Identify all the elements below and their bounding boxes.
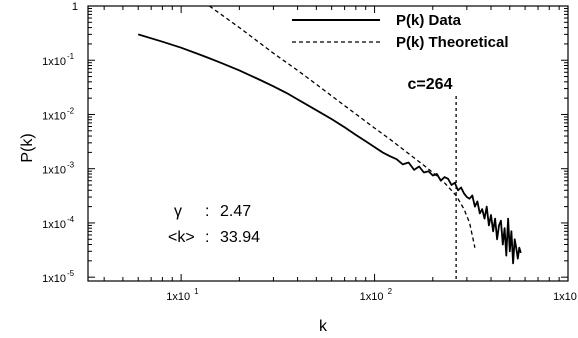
x-tick-exponent: 2 — [388, 287, 393, 296]
mean-degree-separator: : — [205, 229, 209, 246]
y-tick-label: 1x10 — [42, 56, 66, 68]
series-line-data — [137, 33, 522, 265]
cutoff-label: c=264 — [408, 76, 453, 93]
x-axis-title: k — [319, 318, 328, 335]
y-tick-label: 1x10 — [42, 273, 66, 285]
y-tick-label: 1x10 — [42, 110, 66, 122]
y-tick-exponent: -4 — [67, 215, 75, 224]
mean-degree-value: 33.94 — [220, 229, 260, 246]
mean-degree-label: <k> — [168, 229, 195, 246]
y-tick-label: 1x10 — [42, 219, 66, 231]
tick-marks — [88, 5, 569, 281]
gamma-label: γ — [174, 203, 182, 220]
y-tick-label: 1 — [72, 1, 78, 13]
series-line-theoretical — [209, 5, 476, 248]
series-group — [137, 5, 522, 265]
x-tick-exponent: 1 — [194, 287, 199, 296]
legend: P(k) Data P(k) Theoretical — [292, 12, 509, 51]
y-tick-exponent: -5 — [67, 269, 75, 278]
y-tick-exponent: -1 — [67, 52, 75, 61]
x-tick-label: 1x10 — [166, 291, 190, 303]
legend-label-theoretical: P(k) Theoretical — [396, 34, 509, 51]
x-tick-label: 1x10 — [553, 291, 577, 303]
plot-frame — [87, 5, 569, 282]
parameter-annotations: γ : 2.47 <k> : 33.94 — [168, 203, 260, 246]
plot-border — [87, 5, 569, 282]
y-tick-exponent: -3 — [67, 161, 75, 170]
tick-labels: 1x1011x1021x10311x10-11x10-21x10-31x10-4… — [42, 1, 577, 303]
x-tick-label: 1x10 — [360, 291, 384, 303]
y-tick-exponent: -2 — [67, 106, 75, 115]
y-axis-title: P(k) — [19, 133, 36, 162]
y-tick-label: 1x10 — [42, 165, 66, 177]
gamma-separator: : — [205, 203, 209, 220]
gamma-value: 2.47 — [220, 203, 251, 220]
legend-label-data: P(k) Data — [396, 12, 462, 29]
